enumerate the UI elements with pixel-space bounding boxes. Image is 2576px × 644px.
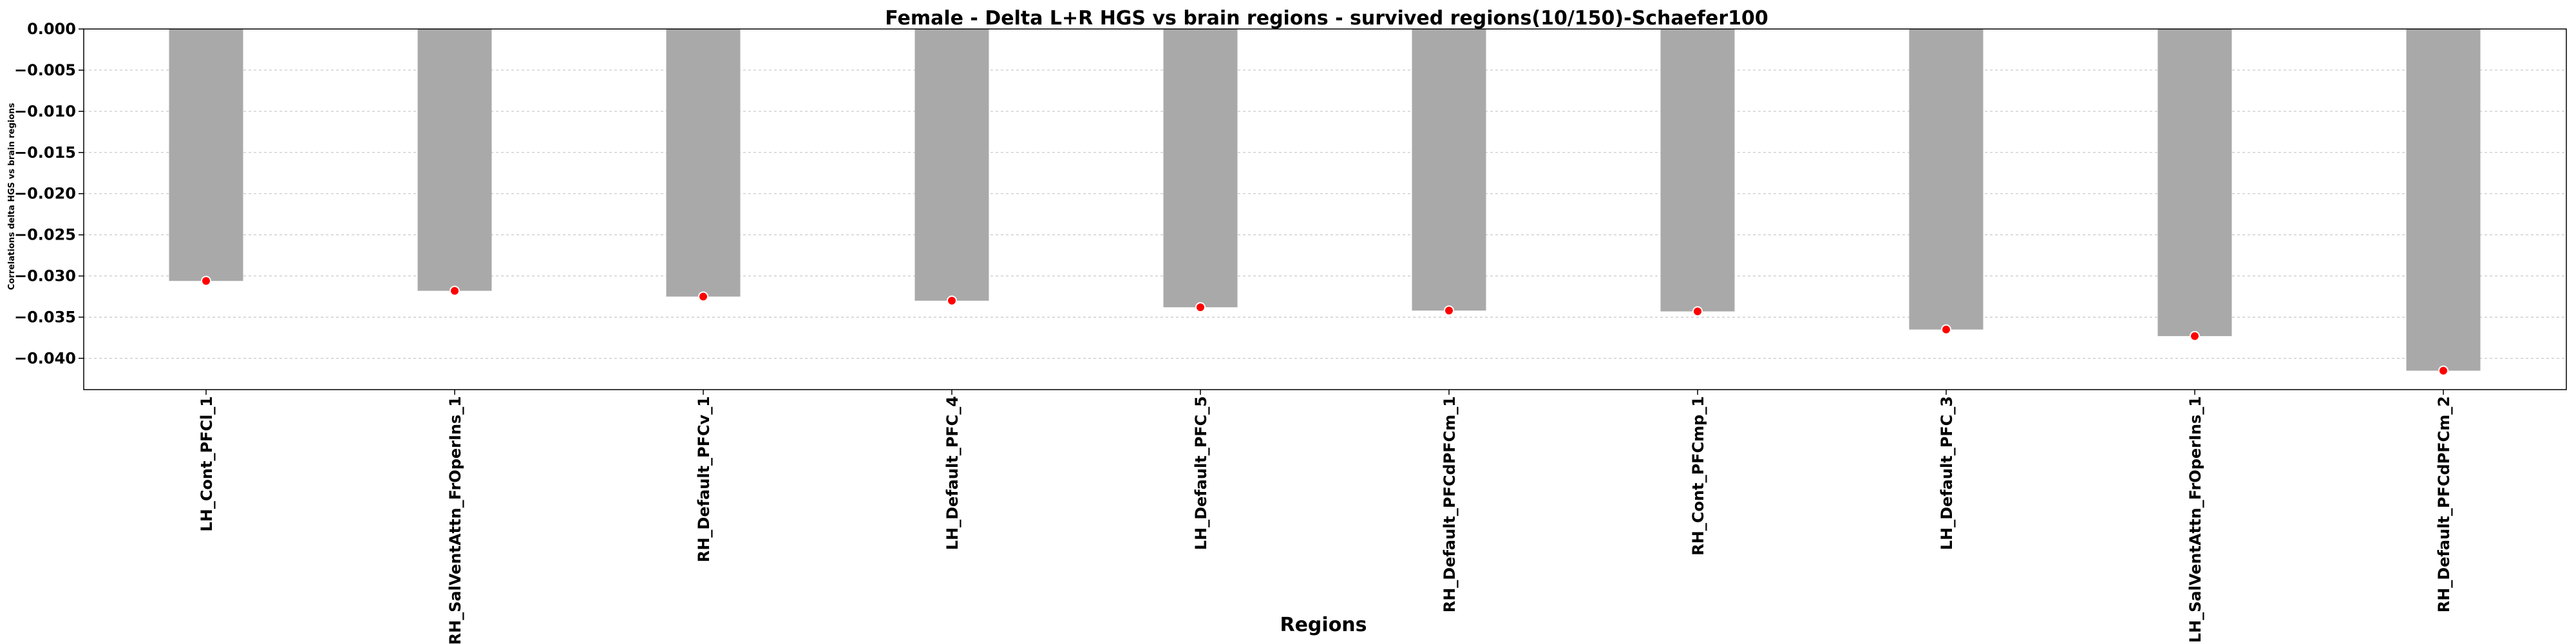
bar — [666, 29, 741, 297]
bar — [2406, 29, 2481, 371]
x-tick-label: RH_SalVentAttn_FrOperIns_1 — [446, 396, 464, 644]
value-marker — [450, 285, 460, 296]
bar — [1412, 29, 1486, 311]
y-tick-label: −0.025 — [14, 226, 76, 244]
y-axis-label: Correlations delta HGS vs brain regions — [7, 103, 17, 290]
value-marker — [2190, 330, 2200, 341]
value-marker — [698, 291, 708, 302]
y-tick-label: 0.000 — [27, 20, 76, 38]
value-marker — [947, 295, 957, 306]
x-tick-label: LH_Default_PFC_3 — [1938, 396, 1956, 550]
x-tick-label: RH_Cont_PFCmp_1 — [1689, 396, 1707, 556]
y-tick-label: −0.015 — [14, 144, 76, 162]
bars — [169, 29, 2481, 371]
x-tick-label: RH_Default_PFCdPFCm_1 — [1441, 396, 1459, 612]
y-tick-label: −0.020 — [14, 185, 76, 203]
y-tick-label: −0.035 — [14, 308, 76, 326]
value-marker — [1941, 324, 1951, 335]
value-marker — [2438, 365, 2448, 376]
bar — [169, 29, 243, 281]
bar — [1163, 29, 1238, 308]
bar — [1909, 29, 1984, 330]
y-axis: 0.000 −0.005 −0.010 −0.015 −0.020 −0.025 −0.03… — [14, 20, 84, 367]
value-marker — [201, 276, 211, 287]
y-tick-label: −0.040 — [14, 349, 76, 367]
plot-frame — [83, 28, 2567, 390]
bar — [914, 29, 989, 301]
value-markers — [201, 276, 2448, 376]
x-tick-label: RH_Default_PFCv_1 — [695, 396, 713, 562]
x-tick-label: LH_Default_PFC_5 — [1192, 396, 1210, 550]
x-tick-label: LH_SalVentAttn_FrOperIns_1 — [2186, 396, 2204, 643]
y-tick-label: −0.030 — [14, 267, 76, 285]
bar — [2157, 29, 2232, 336]
value-marker — [1195, 302, 1206, 313]
value-marker — [1692, 306, 1703, 317]
x-tick-label: LH_Cont_PFCl_1 — [198, 396, 216, 532]
y-tick-label: −0.005 — [14, 61, 76, 79]
x-tick-label: RH_Default_PFCdPFCm_2 — [2435, 396, 2453, 612]
value-marker — [1444, 305, 1454, 316]
bar — [1660, 29, 1735, 312]
x-tick-label: LH_Default_PFC_4 — [943, 396, 961, 550]
x-axis-label: Regions — [1280, 614, 1367, 636]
y-tick-label: −0.010 — [14, 102, 76, 120]
x-axis: LH_Cont_PFCl_1 RH_SalVentAttn_FrOperIns_1… — [198, 390, 2453, 644]
chart-title: Female - Delta L+R HGS vs brain regions … — [885, 7, 1768, 30]
bar — [417, 29, 492, 291]
